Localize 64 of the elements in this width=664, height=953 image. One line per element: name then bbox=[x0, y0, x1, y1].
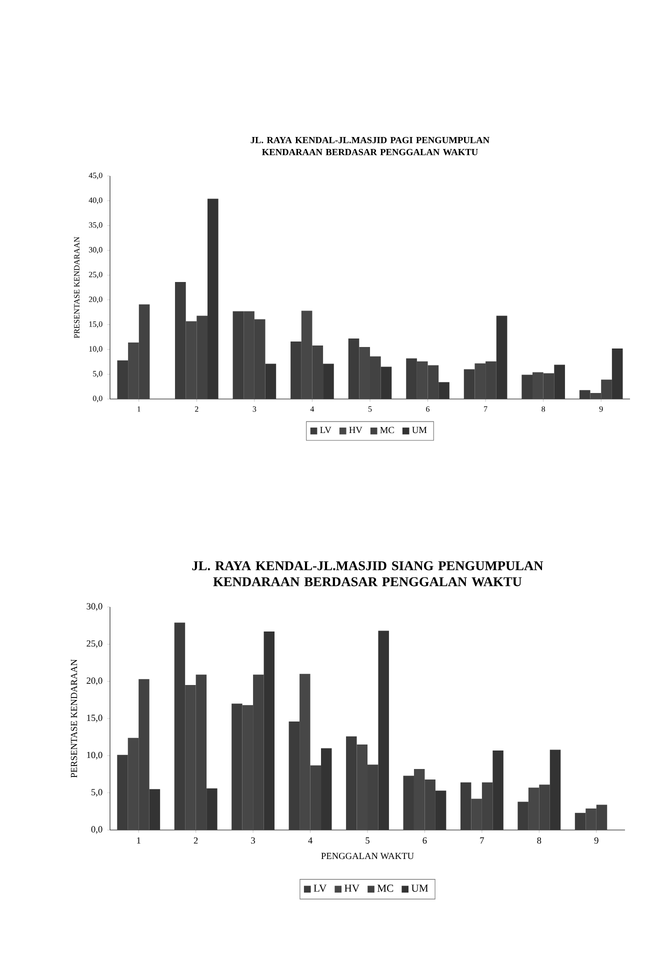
x-tick-label: 5 bbox=[368, 406, 372, 412]
y-tick-label: 10,0 bbox=[89, 346, 102, 353]
y-tick-label: 25,0 bbox=[88, 272, 102, 278]
bar bbox=[550, 750, 561, 830]
y-tick-label: 5,0 bbox=[93, 370, 102, 378]
x-tick-label: 5 bbox=[366, 837, 370, 844]
bar bbox=[378, 630, 389, 830]
y-tick-label: 40,0 bbox=[88, 197, 102, 204]
bar bbox=[496, 316, 508, 399]
x-tick-label: 2 bbox=[194, 837, 198, 844]
x-tick-label: 6 bbox=[426, 406, 430, 412]
y-tick-label: 0,0 bbox=[92, 396, 102, 402]
y-tick-label: 10,0 bbox=[87, 752, 102, 760]
bar bbox=[554, 364, 565, 399]
x-tick-label: 7 bbox=[484, 406, 488, 412]
bar bbox=[435, 790, 446, 830]
bar bbox=[207, 198, 218, 399]
x-tick-label: 8 bbox=[542, 406, 546, 412]
bar bbox=[438, 382, 450, 399]
legend-label: MC bbox=[377, 884, 394, 892]
y-tick-label: 0,0 bbox=[91, 826, 102, 834]
x-tick-label: 1 bbox=[138, 406, 140, 412]
y-tick-label: 45,0 bbox=[88, 172, 102, 180]
chart-title: JL. RAYA KENDAL-JL.MASJID SIANG PENGUMPULAN KENDARAAN BERDASAR PENGGALAN WAKTU bbox=[192, 561, 544, 586]
legend-label: UM bbox=[412, 426, 427, 434]
bar bbox=[264, 632, 275, 830]
bar bbox=[380, 366, 392, 399]
y-tick-label: 35,0 bbox=[89, 222, 102, 229]
x-tick-label: 3 bbox=[252, 406, 256, 412]
y-tick-label: 30,0 bbox=[89, 247, 102, 254]
x-tick-label: 3 bbox=[251, 837, 256, 844]
y-tick-label: 30,0 bbox=[86, 603, 102, 611]
chart-title: JL. RAYA KENDAL-JL.MASJID PAGI PENGUMPULAN KENDARAAN BERDASAR PENGGALAN WAKTU bbox=[250, 136, 490, 156]
bar bbox=[149, 789, 160, 830]
legend-label: LV bbox=[314, 884, 327, 892]
bar bbox=[206, 788, 218, 830]
y-axis-title: PERSENTASE KENDARAAN bbox=[70, 659, 78, 778]
y-tick-label: 20,0 bbox=[86, 678, 102, 686]
bar bbox=[321, 748, 332, 830]
y-tick-label: 25,0 bbox=[86, 640, 102, 648]
bar bbox=[492, 750, 504, 830]
y-tick-label: 20,0 bbox=[88, 296, 102, 304]
x-tick-label: 8 bbox=[537, 837, 542, 844]
x-tick-label: 4 bbox=[308, 837, 312, 844]
y-tick-label: 15,0 bbox=[87, 714, 102, 722]
x-axis-title: PENGGALAN WAKTU bbox=[321, 852, 414, 860]
legend-label: LV bbox=[320, 426, 332, 434]
x-tick-label: 1 bbox=[137, 837, 140, 844]
bar bbox=[323, 364, 334, 399]
x-tick-label: 7 bbox=[480, 837, 484, 844]
legend-label: UM bbox=[411, 884, 428, 892]
y-tick-label: 15,0 bbox=[89, 321, 102, 328]
x-tick-label: 4 bbox=[310, 406, 314, 412]
bar bbox=[612, 348, 623, 399]
y-axis-title: PRESENTASE KENDARAAN bbox=[74, 236, 80, 338]
legend-label: MC bbox=[380, 426, 394, 434]
x-tick-label: 9 bbox=[594, 837, 598, 844]
legend-label: HV bbox=[344, 884, 360, 892]
bar bbox=[265, 364, 276, 399]
x-tick-label: 9 bbox=[599, 406, 603, 412]
x-tick-label: 2 bbox=[195, 406, 198, 412]
legend-label: HV bbox=[349, 426, 362, 434]
y-tick-label: 5,0 bbox=[92, 789, 102, 797]
x-tick-label: 6 bbox=[422, 837, 427, 844]
